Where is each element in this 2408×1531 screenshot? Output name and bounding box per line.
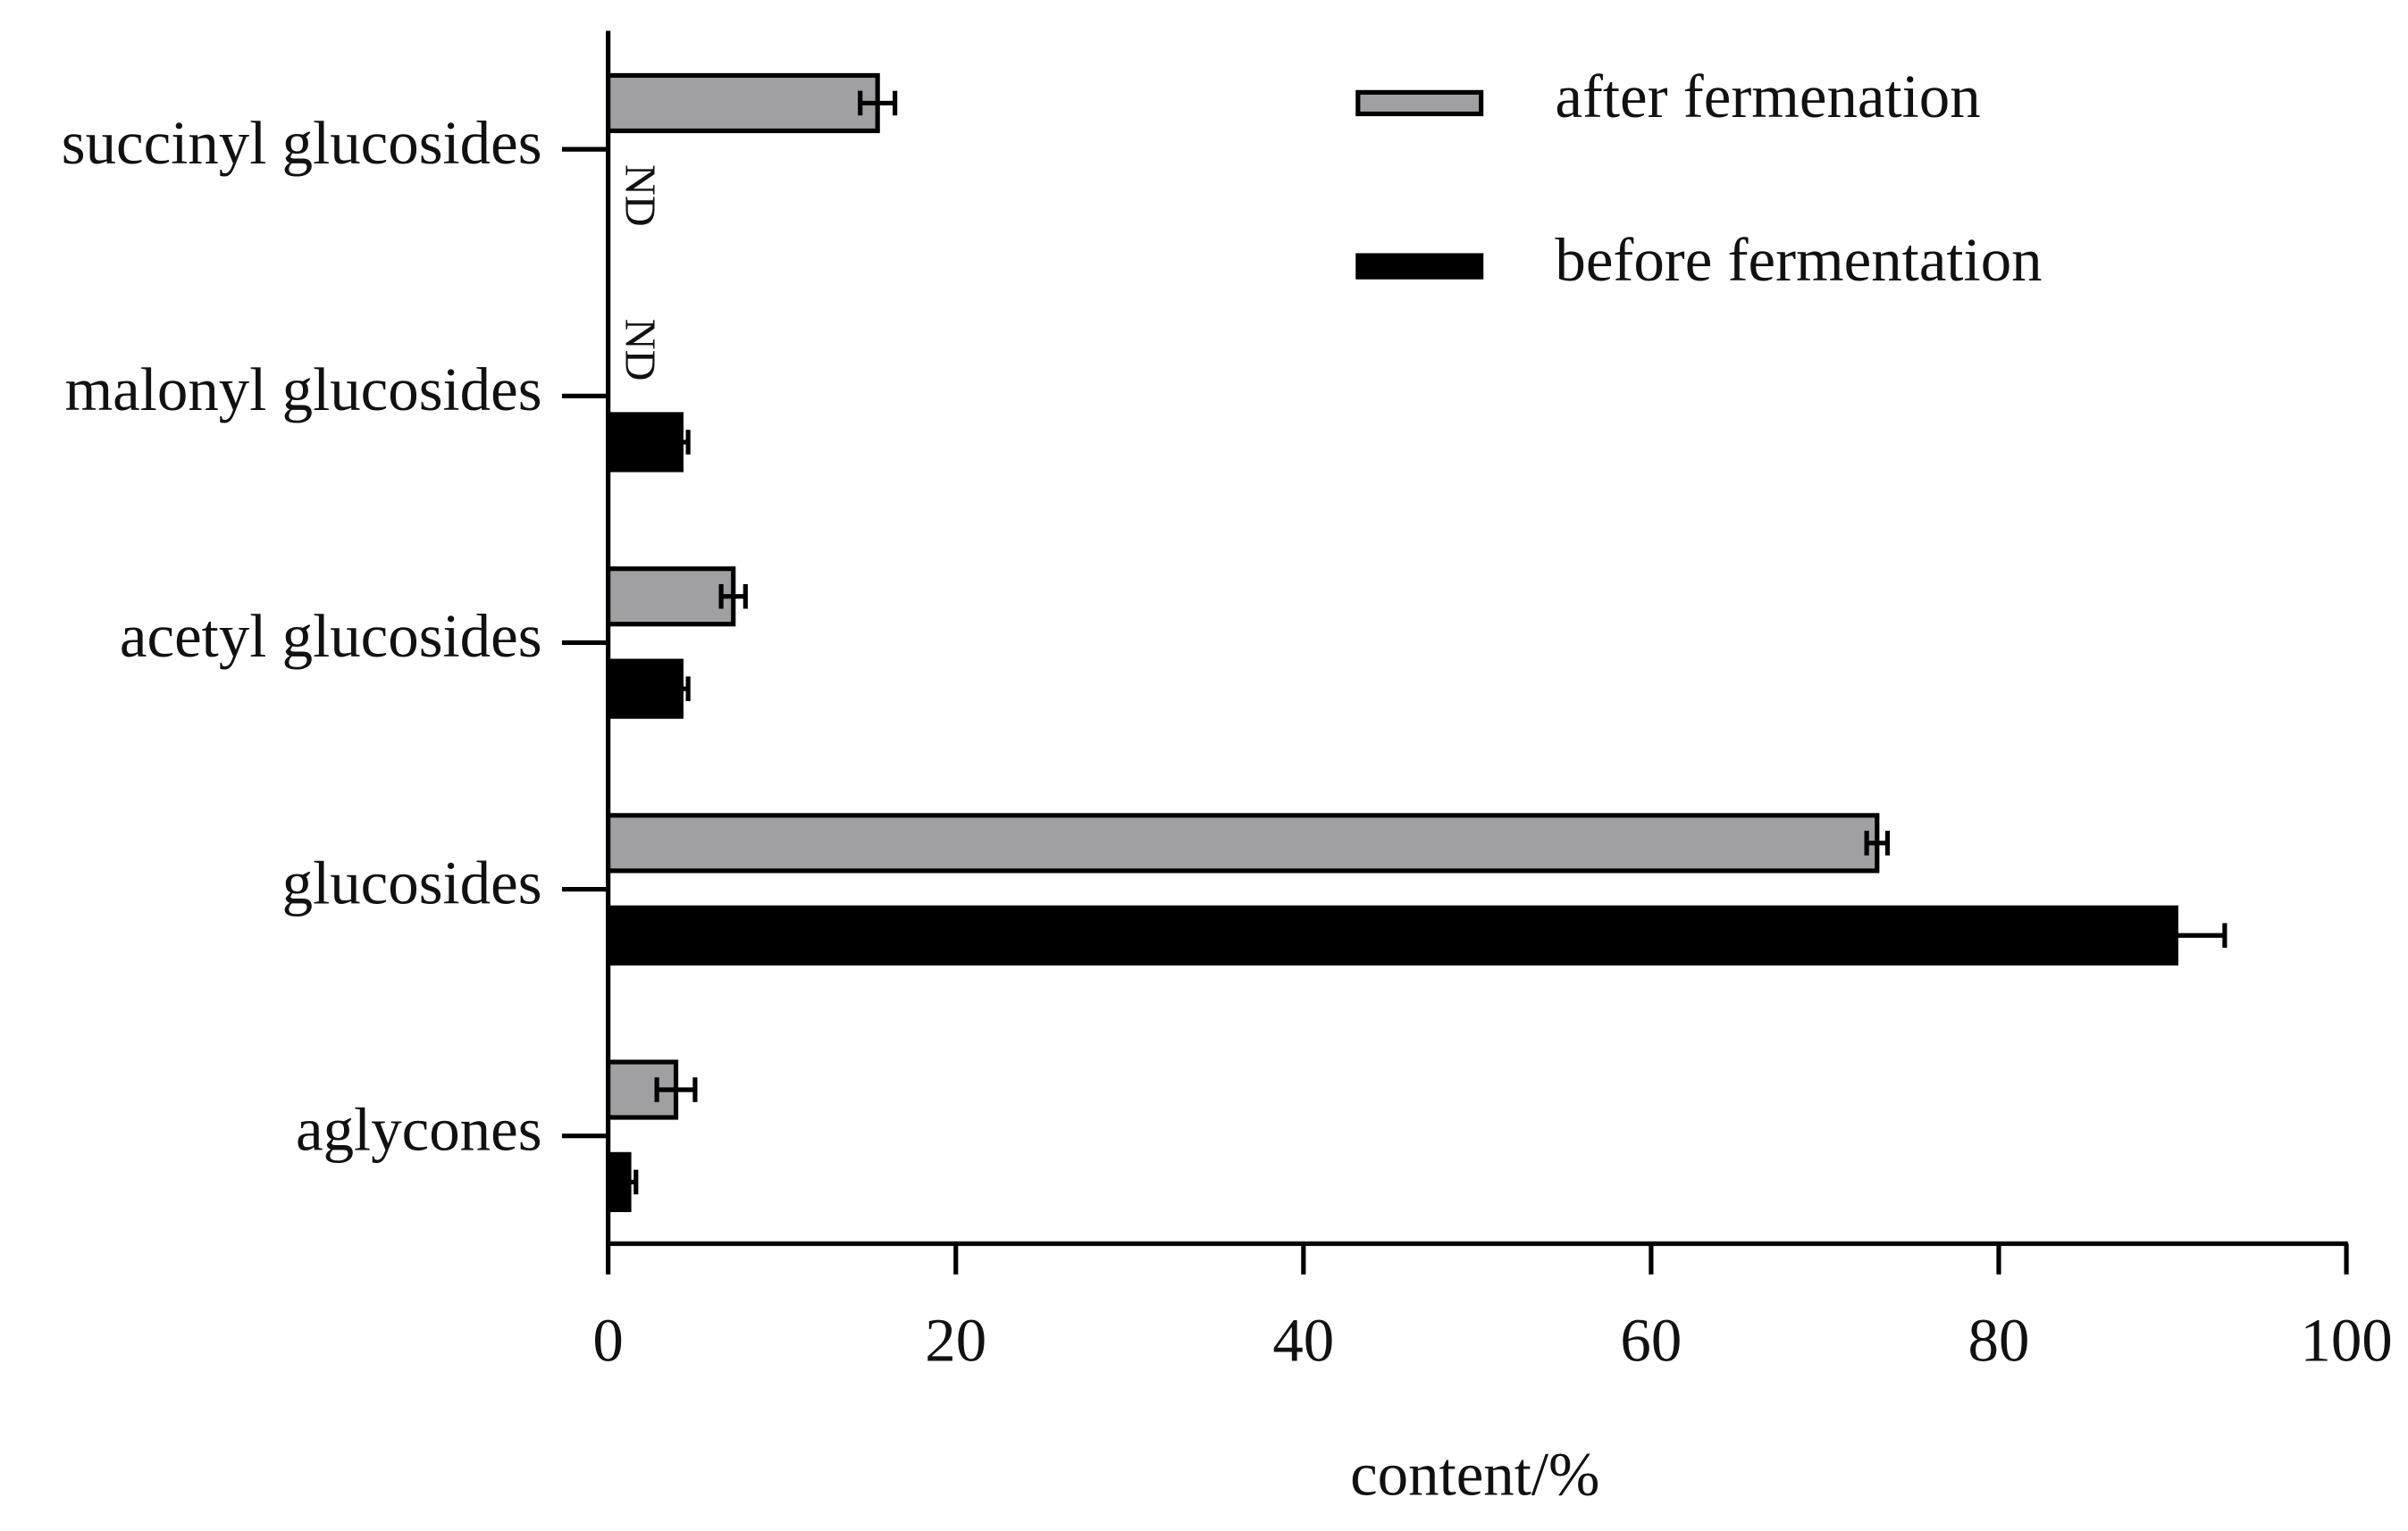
x-tick-label: 40 — [1272, 1307, 1334, 1375]
bar — [606, 905, 2178, 966]
x-axis-label: content/% — [1350, 1440, 1599, 1508]
y-tick-label: glucosides — [282, 849, 542, 916]
y-tick-label: succinyl glucosides — [62, 109, 542, 177]
error-bar — [619, 1169, 639, 1195]
x-tick-label: 100 — [2300, 1307, 2392, 1375]
bar — [606, 72, 880, 134]
x-tick-label: 20 — [925, 1307, 986, 1375]
legend-label: before fermentation — [1555, 226, 2042, 294]
error-bar — [2125, 923, 2228, 949]
error-bar — [718, 583, 748, 609]
legend-swatch — [1355, 253, 1484, 280]
error-bar — [858, 90, 898, 116]
value-label: ND — [617, 319, 664, 381]
bar — [606, 412, 684, 473]
x-tick-label: 60 — [1620, 1307, 1682, 1375]
error-bar — [671, 676, 691, 701]
error-bar — [1864, 831, 1891, 856]
y-tick-label: malonyl glucosides — [65, 356, 542, 423]
error-bar — [654, 1077, 698, 1102]
x-tick-label: 0 — [592, 1307, 623, 1375]
x-tick-label: 80 — [1968, 1307, 2030, 1375]
y-tick-label: acetyl glucosides — [120, 602, 542, 670]
y-tick-label: aglycones — [296, 1095, 542, 1163]
value-label: ND — [617, 164, 664, 227]
bar — [606, 813, 1880, 874]
bar — [606, 566, 736, 627]
bar — [606, 658, 684, 719]
legend-swatch — [1355, 89, 1484, 117]
legend-label: after fermenation — [1555, 63, 1980, 130]
error-bar — [671, 430, 691, 455]
